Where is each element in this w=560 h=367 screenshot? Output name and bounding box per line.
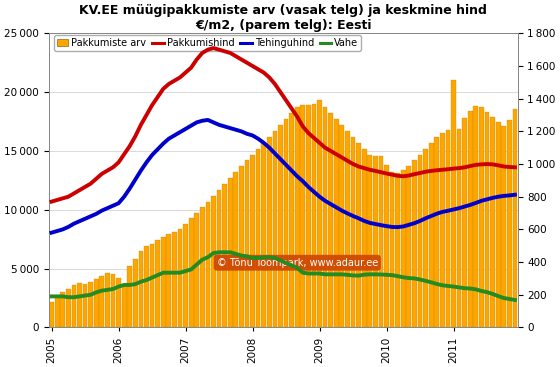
Bar	[228, 178, 232, 327]
Bar	[429, 143, 433, 327]
Bar	[295, 108, 300, 327]
Bar	[284, 119, 288, 327]
Bar	[138, 251, 143, 327]
Bar	[496, 121, 501, 327]
Bar	[351, 137, 356, 327]
Bar	[267, 137, 272, 327]
Bar	[60, 292, 65, 327]
Bar	[379, 156, 384, 327]
Bar	[178, 229, 183, 327]
Bar	[345, 131, 350, 327]
Bar	[501, 126, 506, 327]
Bar	[484, 112, 489, 327]
Bar	[55, 297, 59, 327]
Bar	[88, 281, 93, 327]
Bar	[183, 224, 188, 327]
Bar	[66, 288, 71, 327]
Bar	[189, 218, 194, 327]
Bar	[49, 302, 54, 327]
Bar	[407, 166, 411, 327]
Legend: Pakkumiste arv, Pakkumishind, Tehinguhind, Vahe: Pakkumiste arv, Pakkumishind, Tehinguhin…	[54, 35, 361, 51]
Bar	[194, 213, 199, 327]
Bar	[122, 286, 127, 327]
Bar	[311, 104, 316, 327]
Bar	[256, 149, 260, 327]
Bar	[479, 108, 484, 327]
Bar	[83, 284, 87, 327]
Bar	[200, 207, 204, 327]
Bar	[306, 105, 311, 327]
Bar	[418, 155, 422, 327]
Bar	[94, 279, 99, 327]
Bar	[300, 105, 305, 327]
Bar	[110, 275, 115, 327]
Bar	[166, 235, 171, 327]
Bar	[362, 149, 367, 327]
Bar	[161, 237, 166, 327]
Bar	[239, 166, 244, 327]
Bar	[290, 113, 294, 327]
Bar	[211, 196, 216, 327]
Bar	[395, 173, 400, 327]
Bar	[250, 155, 255, 327]
Bar	[77, 283, 82, 327]
Bar	[390, 172, 394, 327]
Bar	[155, 240, 160, 327]
Bar	[468, 111, 473, 327]
Bar	[262, 143, 266, 327]
Bar	[116, 278, 121, 327]
Bar	[423, 149, 428, 327]
Bar	[278, 125, 283, 327]
Bar	[234, 172, 238, 327]
Bar	[72, 285, 76, 327]
Bar	[435, 137, 439, 327]
Bar	[334, 119, 339, 327]
Bar	[100, 276, 104, 327]
Bar	[222, 184, 227, 327]
Bar	[463, 118, 467, 327]
Bar	[172, 232, 177, 327]
Bar	[367, 155, 372, 327]
Bar	[328, 113, 333, 327]
Bar	[144, 246, 149, 327]
Text: © Tõnu Toompark, www.adaur.ee: © Tõnu Toompark, www.adaur.ee	[217, 258, 378, 268]
Bar	[206, 201, 210, 327]
Bar	[339, 125, 344, 327]
Bar	[440, 133, 445, 327]
Bar	[127, 266, 132, 327]
Bar	[412, 160, 417, 327]
Bar	[384, 165, 389, 327]
Bar	[273, 131, 277, 327]
Bar	[317, 101, 322, 327]
Bar	[474, 106, 478, 327]
Bar	[512, 109, 517, 327]
Bar	[217, 190, 221, 327]
Bar	[457, 128, 461, 327]
Bar	[373, 156, 378, 327]
Bar	[401, 170, 405, 327]
Bar	[490, 117, 495, 327]
Bar	[245, 160, 249, 327]
Bar	[507, 120, 512, 327]
Bar	[323, 108, 328, 327]
Bar	[105, 273, 110, 327]
Bar	[356, 143, 361, 327]
Bar	[150, 244, 155, 327]
Bar	[451, 80, 456, 327]
Bar	[446, 130, 450, 327]
Bar	[133, 259, 138, 327]
Title: KV.EE müügipakkumiste arv (vasak telg) ja keskmine hind
€/m2, (parem telg): Eest: KV.EE müügipakkumiste arv (vasak telg) j…	[80, 4, 487, 32]
